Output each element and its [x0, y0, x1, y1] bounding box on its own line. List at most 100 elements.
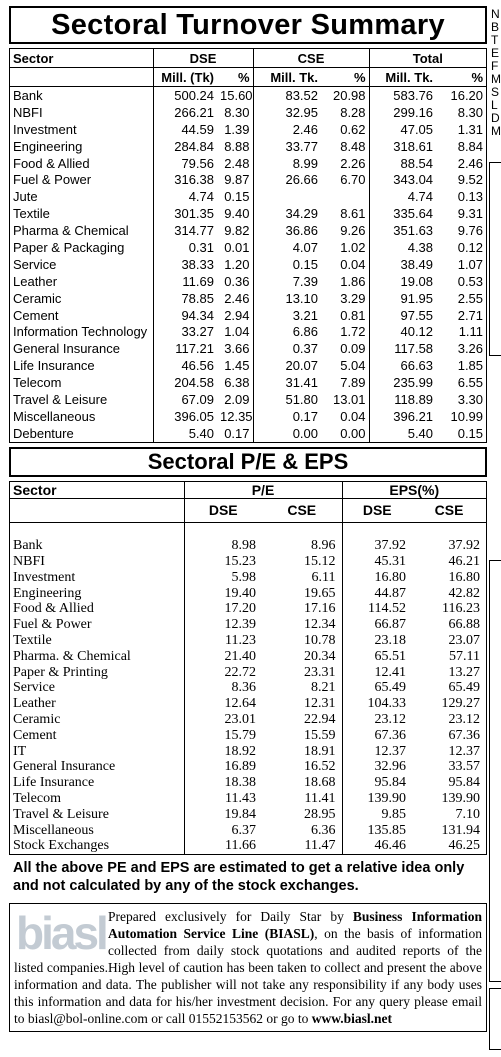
pe-eps-cell-eps-cse: 57.11: [449, 648, 481, 664]
pe-eps-cell-eps-dse: 44.87: [341, 585, 413, 602]
turnover-cell-cse-mill: 51.80: [252, 391, 322, 408]
turnover-cell-dse-mill: 316.38: [152, 171, 217, 189]
pe-eps-cell-eps-dse: 12.37: [341, 743, 413, 760]
turnover-cell-total-mill: 117.58: [368, 340, 437, 358]
pe-eps-cell-eps-dse: 32.96: [341, 759, 413, 776]
turnover-cell-cse-pct: 0.62: [340, 121, 366, 137]
pe-eps-cell-eps-dse: 95.84: [341, 775, 413, 792]
pe-eps-row: Miscellaneous 6.37 6.36 135.85 131.94: [10, 822, 486, 839]
turnover-cell-total-pct: 9.76: [457, 223, 484, 239]
turnover-cell-total-mill: 19.08: [368, 272, 437, 290]
pe-eps-cell-eps-cse: 16.80: [448, 569, 481, 585]
turnover-cell-dse-pct: 1.04: [224, 324, 250, 340]
pe-eps-cell-pe-cse: 16.52: [304, 759, 336, 775]
turnover-cell-sector: Investment: [13, 121, 77, 137]
turnover-cell-dse-mill: 314.77: [152, 222, 217, 240]
turnover-cell-cse-pct: 20.98: [332, 87, 366, 103]
turnover-cell-dse-pct: 9.87: [224, 172, 250, 188]
turnover-cell-cse-mill: 32.95: [252, 103, 322, 121]
pe-header-eps-cse: CSE: [434, 502, 464, 518]
pe-eps-row: Stock Exchanges 11.66 11.47 46.46 46.25: [10, 838, 486, 855]
adjacent-letter: B: [491, 20, 500, 34]
pe-eps-cell-eps-dse: 45.31: [341, 554, 413, 570]
turnover-header-dse-pct: %: [237, 69, 250, 85]
turnover-cell-dse-pct: 1.39: [224, 121, 250, 137]
adjacent-letter: T: [491, 33, 499, 47]
pe-eps-cell-sector: NBFI: [13, 553, 45, 569]
pe-eps-cell-sector: Bank: [13, 538, 43, 554]
turnover-cell-cse-mill: 31.41: [252, 374, 322, 392]
turnover-cell-cse-pct: 8.48: [340, 138, 366, 154]
turnover-cell-dse-mill: 266.21: [152, 103, 217, 121]
pe-eps-cell-pe-cse: 11.41: [304, 790, 336, 806]
turnover-cell-total-pct: 16.20: [450, 87, 484, 103]
pe-eps-row: Investment 5.98 6.11 16.80 16.80: [10, 569, 486, 586]
pe-eps-cell-pe-cse: 6.36: [311, 822, 336, 838]
turnover-header-dse: DSE: [152, 49, 254, 68]
pe-header-eps-dse: DSE: [341, 498, 413, 522]
turnover-cell-dse-mill: 44.59: [152, 120, 217, 138]
pe-eps-row: NBFI 15.23 15.12 45.31 46.21: [10, 554, 486, 570]
pe-eps-cell-pe-cse: 6.11: [311, 569, 336, 585]
turnover-cell-dse-mill: 94.34: [152, 306, 217, 324]
turnover-row: Travel & Leisure 67.09 2.09 51.80 13.01 118.8…: [10, 391, 486, 408]
turnover-cell-cse-pct: 0.04: [340, 408, 366, 424]
turnover-cell-sector: Paper & Packaging: [13, 239, 125, 255]
turnover-cell-cse-mill: 8.99: [252, 154, 322, 172]
turnover-cell-cse-mill: 4.07: [252, 239, 322, 256]
turnover-cell-cse-pct: 0.81: [340, 307, 366, 323]
pe-eps-cell-eps-dse: 114.52: [341, 601, 413, 618]
turnover-cell-cse-pct: 6.70: [340, 172, 366, 188]
pe-eps-table-box: Sector P/E EPS(%) DSE CSE DSE CSE Bank 8.…: [9, 480, 487, 856]
turnover-header-cse-mill: Mill. Tk.: [252, 67, 322, 87]
pe-eps-cell-pe-cse: 8.96: [311, 538, 336, 554]
turnover-cell-dse-mill: 301.35: [152, 205, 217, 223]
turnover-cell-sector: Cement: [13, 307, 59, 323]
turnover-cell-dse-mill: 500.24: [152, 86, 217, 104]
turnover-cell-cse-pct: [321, 188, 369, 205]
turnover-cell-cse-mill: 7.39: [252, 272, 322, 290]
turnover-header-cse: CSE: [252, 49, 370, 68]
pe-eps-cell-eps-cse: 7.10: [455, 806, 481, 822]
pe-eps-cell-eps-dse: 135.85: [341, 822, 413, 839]
pe-eps-cell-eps-cse: 139.90: [441, 790, 481, 806]
turnover-title: Sectoral Turnover Summary: [9, 6, 487, 44]
pe-eps-cell-sector: Life Insurance: [13, 775, 95, 791]
turnover-cell-total-pct: 2.46: [457, 155, 484, 171]
turnover-cell-dse-mill: 117.21: [152, 340, 217, 358]
turnover-table-box: Sector DSE CSE Total Mill. (Tk) % Mill. …: [9, 48, 487, 443]
biasl-logo: biasl: [16, 907, 109, 960]
pe-eps-row: Bank 8.98 8.96 37.92 37.92: [10, 538, 486, 555]
turnover-cell-total-pct: 0.13: [457, 189, 484, 205]
turnover-row: Ceramic 78.85 2.46 13.10 3.29 91.95 2.55: [10, 289, 486, 307]
turnover-cell-total-mill: 299.16: [368, 103, 437, 121]
pe-header-pe-cse: CSE: [287, 502, 317, 518]
turnover-cell-dse-pct: 0.15: [224, 189, 250, 205]
turnover-cell-total-mill: 66.63: [368, 357, 437, 375]
turnover-cell-dse-mill: 0.31: [152, 239, 217, 256]
turnover-cell-dse-pct: 12.35: [220, 408, 253, 424]
turnover-row: Food & Allied 79.56 2.48 8.99 2.26 88.54 2.46: [10, 154, 486, 172]
pe-eps-row: Service 8.36 8.21 65.49 65.49: [10, 680, 486, 697]
pe-eps-cell-eps-cse: 13.27: [448, 664, 481, 680]
turnover-cell-sector: Leather: [13, 273, 58, 289]
turnover-cell-dse-pct: 6.38: [224, 375, 250, 391]
turnover-row: General Insurance 117.21 3.66 0.37 0.09 117.5…: [10, 340, 486, 358]
turnover-cell-dse-pct: 15.60: [220, 87, 253, 103]
pe-eps-cell-eps-cse: 131.94: [441, 822, 481, 838]
turnover-cell-sector: Debenture: [13, 425, 74, 441]
turnover-cell-total-pct: 10.99: [450, 408, 484, 424]
turnover-cell-sector: NBFI: [13, 104, 43, 120]
biasl-body: , on the basis of information collected …: [14, 926, 482, 1027]
turnover-cell-dse-pct: 2.46: [224, 290, 250, 306]
pe-eps-cell-pe-dse: 5.98: [183, 569, 262, 586]
pe-eps-row: Telecom 11.43 11.41 139.90 139.90: [10, 791, 486, 807]
turnover-cell-cse-mill: 20.07: [252, 357, 322, 375]
turnover-cell-dse-pct: 9.40: [224, 206, 250, 222]
turnover-cell-dse-mill: 78.85: [152, 289, 217, 307]
pe-eps-cell-sector: Service: [13, 680, 55, 696]
pe-eps-row: Food & Allied 17.20 17.16 114.52 116.23: [10, 601, 486, 618]
biasl-website-link[interactable]: www.biasl.net: [311, 1011, 393, 1027]
turnover-row: Service 38.33 1.20 0.15 0.04 38.49 1.07: [10, 255, 486, 273]
